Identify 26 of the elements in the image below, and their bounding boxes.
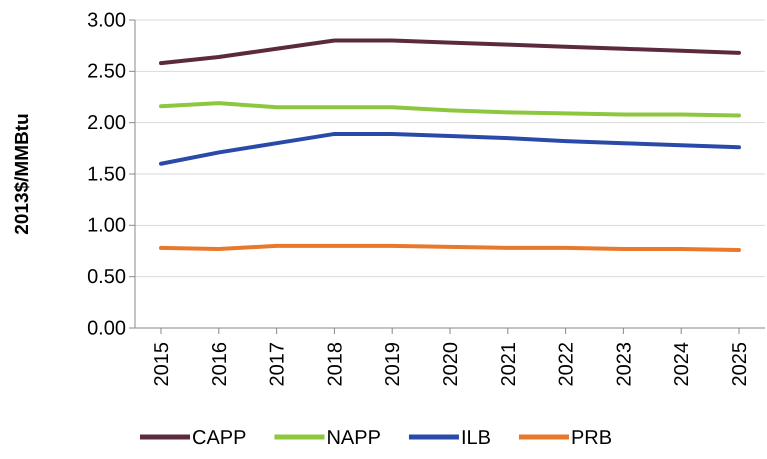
x-tick-label: 2022 bbox=[556, 342, 578, 386]
x-tick-label: 2020 bbox=[440, 342, 462, 386]
x-tick-label: 2017 bbox=[266, 342, 289, 386]
x-tick-label: 2015 bbox=[151, 342, 174, 386]
x-tick-label: 2025 bbox=[728, 342, 751, 386]
x-tick-label: 2021 bbox=[498, 342, 520, 386]
legend-label: NAPP bbox=[326, 427, 381, 449]
y-tick-label: 1.00 bbox=[87, 214, 126, 237]
legend-label: CAPP bbox=[192, 427, 246, 449]
x-tick-label: 2019 bbox=[382, 342, 404, 386]
legend-label: ILB bbox=[460, 427, 491, 449]
y-tick-label: 2.00 bbox=[87, 112, 126, 134]
line-series bbox=[159, 101, 741, 118]
y-tick-label: 2.50 bbox=[87, 60, 126, 83]
y-tick-label: 3.00 bbox=[87, 9, 126, 32]
x-tick-label: 2016 bbox=[208, 342, 231, 386]
y-axis-title: 2013$/MMBtu bbox=[12, 113, 33, 235]
line-series bbox=[159, 132, 741, 166]
x-tick-label: 2018 bbox=[324, 342, 346, 386]
x-tick-label: 2024 bbox=[671, 342, 694, 386]
y-tick-label: 0.00 bbox=[87, 317, 126, 340]
line-series bbox=[159, 38, 741, 66]
x-tick-label: 2023 bbox=[613, 342, 636, 386]
y-tick-label: 1.50 bbox=[87, 163, 126, 186]
legend-label: PRB bbox=[570, 427, 612, 449]
y-tick-label: 0.50 bbox=[87, 266, 126, 288]
